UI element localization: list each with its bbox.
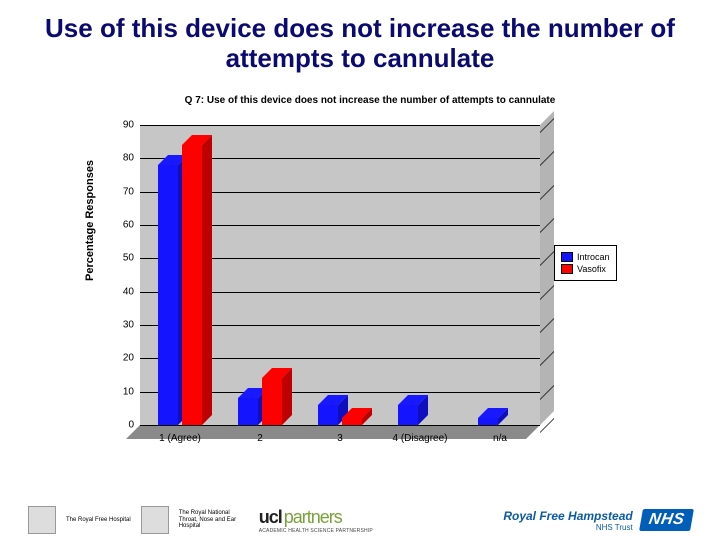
trust-sub: NHS Trust bbox=[503, 523, 632, 532]
bar bbox=[318, 405, 338, 425]
y-tick-label: 80 bbox=[110, 153, 134, 164]
legend-label: Introcan bbox=[577, 252, 610, 262]
chart-title: Q 7: Use of this device does not increas… bbox=[90, 95, 650, 106]
y-tick-label: 50 bbox=[110, 253, 134, 264]
hospital1-label: The Royal Free Hospital bbox=[66, 517, 131, 524]
bar bbox=[398, 405, 418, 425]
slide-title: Use of this device does not increase the… bbox=[0, 0, 720, 78]
uclpartners-ucl: ucl bbox=[259, 507, 282, 528]
x-tick-label: n/a bbox=[493, 433, 507, 444]
y-tick-label: 10 bbox=[110, 386, 134, 397]
bar bbox=[342, 418, 362, 425]
x-tick-label: 2 bbox=[257, 433, 263, 444]
legend-label: Vasofix bbox=[577, 264, 606, 274]
y-tick-label: 40 bbox=[110, 286, 134, 297]
legend: Introcan Vasofix bbox=[554, 245, 617, 281]
x-tick-label: 4 (Disagree) bbox=[392, 433, 447, 444]
trust-name: Royal Free Hampstead bbox=[503, 509, 632, 523]
chart: Q 7: Use of this device does not increas… bbox=[90, 95, 650, 475]
footer-right: Royal Free Hampstead NHS Trust NHS bbox=[503, 509, 692, 532]
footer: The Royal Free Hospital The Royal Nation… bbox=[0, 506, 720, 534]
bar bbox=[182, 145, 202, 425]
y-tick-label: 30 bbox=[110, 320, 134, 331]
hospital2-label: The Royal National Throat, Nose and Ear … bbox=[179, 510, 249, 530]
x-tick-label: 1 (Agree) bbox=[159, 433, 201, 444]
legend-item: Introcan bbox=[561, 252, 610, 262]
bar bbox=[478, 418, 498, 425]
y-tick-label: 60 bbox=[110, 220, 134, 231]
uclpartners-partners: partners bbox=[284, 507, 342, 528]
crest-icon bbox=[141, 506, 169, 534]
grid-line bbox=[140, 125, 540, 126]
y-axis-label: Percentage Responses bbox=[84, 160, 96, 281]
legend-swatch-introcan bbox=[561, 252, 573, 262]
y-tick-label: 90 bbox=[110, 120, 134, 131]
y-tick-label: 70 bbox=[110, 186, 134, 197]
bar bbox=[158, 165, 178, 425]
crest-icon bbox=[28, 506, 56, 534]
y-tick-label: 20 bbox=[110, 353, 134, 364]
y-tick-label: 0 bbox=[110, 420, 134, 431]
legend-item: Vasofix bbox=[561, 264, 610, 274]
x-tick-label: 3 bbox=[337, 433, 343, 444]
footer-left: The Royal Free Hospital The Royal Nation… bbox=[28, 506, 373, 534]
bar bbox=[238, 398, 258, 425]
nhs-logo: NHS bbox=[639, 509, 694, 531]
uclpartners-logo: uclpartners ACADEMIC HEALTH SCIENCE PART… bbox=[259, 507, 373, 534]
bar bbox=[262, 378, 282, 425]
grid-line bbox=[140, 425, 540, 426]
legend-swatch-vasofix bbox=[561, 264, 573, 274]
uclpartners-sub: ACADEMIC HEALTH SCIENCE PARTNERSHIP bbox=[259, 528, 373, 534]
plot-area: 0102030405060708090 Percentage Responses… bbox=[140, 125, 540, 425]
